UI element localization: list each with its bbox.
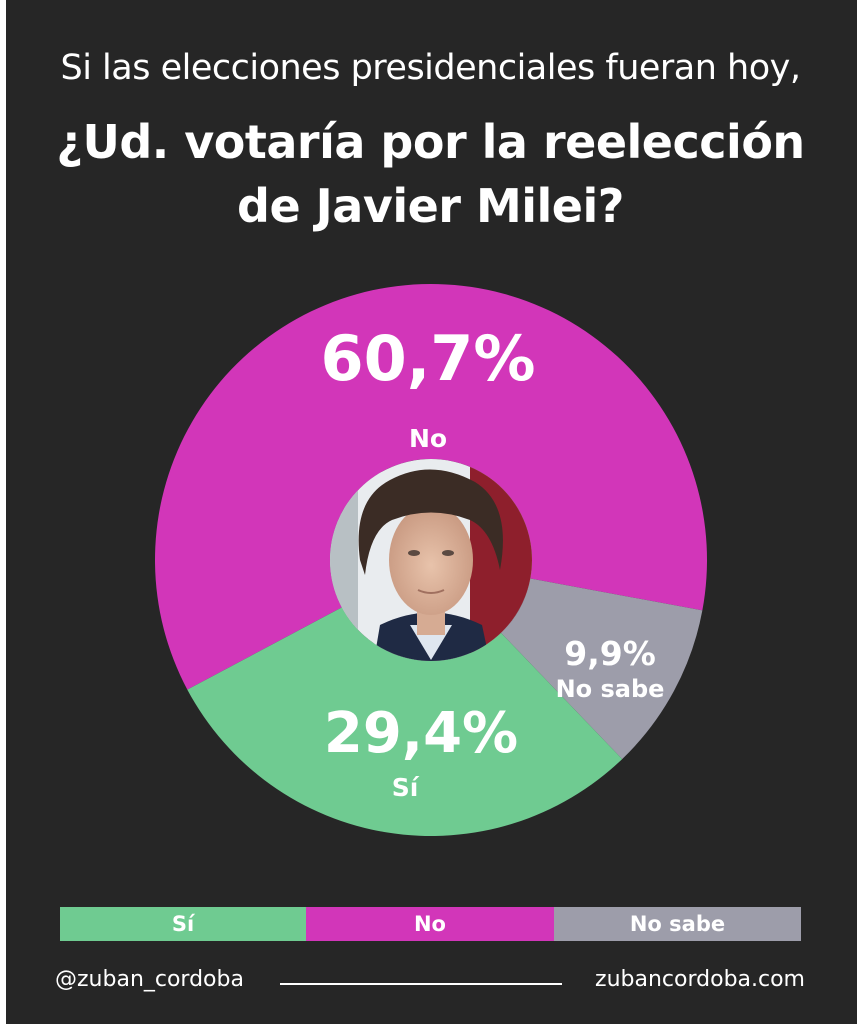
chart-subtitle: Si las elecciones presidenciales fueran … <box>60 48 801 88</box>
footer-handle: @zuban_cordoba <box>55 967 244 992</box>
data-label-si: 29,4% <box>324 701 518 766</box>
chart-title: ¿Ud. votaría por la reelección de Javier… <box>0 110 861 238</box>
slice-name-si: Sí <box>392 773 420 802</box>
pie-slice-no <box>155 284 708 690</box>
legend-item-no-sabe: No sabe <box>554 907 801 941</box>
footer-divider <box>280 983 562 985</box>
footer-website: zubancordoba.com <box>595 967 805 992</box>
slice-name-no-sabe: No sabe <box>556 675 665 703</box>
legend-item-no: No <box>306 907 554 941</box>
chart-title-line-2: de Javier Milei? <box>237 179 624 233</box>
pie-slice-no-sabe <box>500 578 703 760</box>
pie-slice-si <box>187 607 623 836</box>
slice-name-no: No <box>409 424 447 453</box>
data-label-no: 60,7% <box>320 322 535 395</box>
legend-item-si: Sí <box>60 907 306 941</box>
data-label-no-sabe: 9,9% <box>564 634 656 673</box>
chart-title-line-1: ¿Ud. votaría por la reelección <box>56 115 805 169</box>
